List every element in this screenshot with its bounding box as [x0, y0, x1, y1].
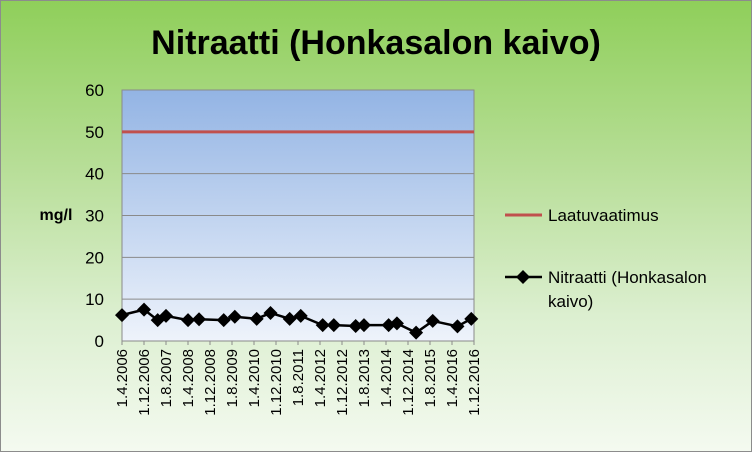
data-point [348, 318, 363, 333]
data-point [293, 308, 308, 323]
data-point [263, 305, 278, 320]
data-point [249, 311, 264, 326]
x-tick-label: 1.4.2016 [444, 349, 461, 407]
y-tick-label: 20 [85, 248, 104, 267]
y-tick-label: 0 [95, 332, 104, 351]
legend-label-nitraatti: Nitraatti (Honkasalon kaivo) [548, 268, 707, 311]
data-point [425, 313, 440, 328]
data-point [356, 318, 371, 333]
series-layer [115, 130, 479, 340]
x-tick-label: 1.12.2014 [400, 349, 417, 416]
data-point [192, 312, 207, 327]
data-point [137, 302, 152, 317]
data-point [282, 311, 297, 326]
legend-label-line: Nitraatti (Honkasalon [548, 268, 707, 287]
x-tick-label: 1.8.2015 [422, 349, 439, 407]
data-point [409, 325, 424, 340]
y-tick-label: 10 [85, 290, 104, 309]
x-tick-label: 1.4.2014 [378, 349, 395, 407]
series-line [121, 308, 472, 335]
data-point [315, 318, 330, 333]
data-point [450, 319, 465, 334]
x-tick-label: 1.4.2012 [312, 349, 329, 407]
x-tick-label: 1.4.2010 [246, 349, 263, 407]
legend-label-laatuvaatimus: Laatuvaatimus [548, 206, 659, 225]
x-tick-label: 1.12.2016 [466, 349, 483, 416]
data-point [181, 313, 196, 328]
data-point [115, 308, 129, 323]
legend-swatch-nitraatti-marker [516, 270, 530, 284]
series-nitraatti [115, 302, 479, 340]
x-axis-ticks: 1.4.2006 1.12.2006 1.8.2007 1.4.2008 1.12.20… [114, 341, 483, 416]
y-tick-label: 40 [85, 165, 104, 184]
y-tick-label: 30 [85, 207, 104, 226]
legend-label-line: kaivo) [548, 292, 593, 311]
x-tick-label: 1.8.2013 [356, 349, 373, 407]
legend: Laatuvaatimus Nitraatti (Honkasalon kaivo) [505, 206, 707, 311]
x-tick-label: 1.12.2008 [202, 349, 219, 416]
data-point [158, 308, 173, 323]
y-axis-label: mg/l [40, 207, 73, 224]
x-tick-label: 1.12.2006 [136, 349, 153, 416]
data-point [464, 311, 479, 326]
x-tick-label: 1.8.2009 [224, 349, 241, 407]
x-tick-label: 1.12.2012 [334, 349, 351, 416]
y-tick-label: 50 [85, 123, 104, 142]
x-tick-label: 1.4.2006 [114, 349, 131, 407]
x-tick-label: 1.4.2008 [180, 349, 197, 407]
data-point [227, 309, 242, 324]
data-point [216, 313, 231, 328]
y-axis-ticks: 0 10 20 30 40 50 60 [85, 81, 104, 351]
x-tick-label: 1.12.2010 [268, 349, 285, 416]
x-tick-label: 1.8.2007 [158, 349, 175, 407]
data-point [326, 318, 341, 333]
data-point [389, 316, 404, 331]
y-tick-label: 60 [85, 81, 104, 100]
chart-title: Nitraatti (Honkasalon kaivo) [151, 24, 601, 62]
x-tick-label: 1.8.2011 [290, 349, 307, 406]
